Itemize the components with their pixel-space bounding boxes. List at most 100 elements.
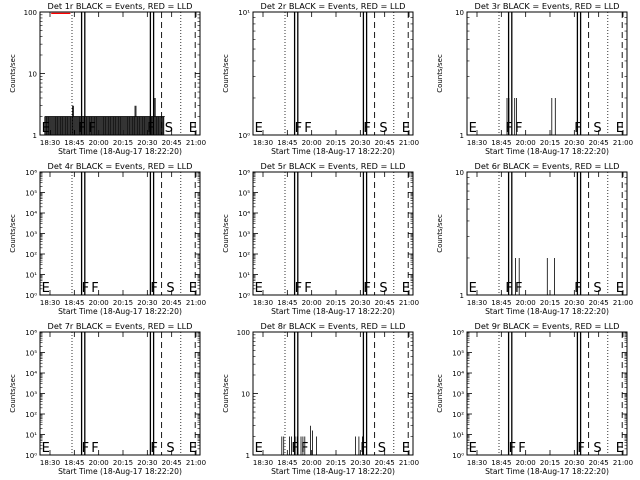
plot-frame [39,171,201,296]
y-tick-label: 10² [238,251,250,259]
marker-letter-f: F [150,281,157,296]
x-tick-label: 20:15 [540,459,560,467]
panel-title: Det 1r BLACK = Events, RED = LLD [48,1,193,11]
x-tick-label: 20:45 [162,299,182,307]
marker-letter-s: S [166,441,174,456]
marker-letter-e: E [255,281,263,296]
x-tick-label: 18:30 [253,459,273,467]
x-axis-label: Start Time (18-Aug-17 18:22:20) [271,147,395,156]
x-tick-label: 18:45 [491,299,511,307]
x-tick-label: 20:00 [302,299,322,307]
marker-letter-s: S [593,121,601,136]
plot-frame [252,11,414,136]
x-axis-label: Start Time (18-Aug-17 18:22:20) [58,467,182,476]
y-tick-label: 10⁵ [452,350,464,358]
x-tick-label: 18:30 [40,459,60,467]
y-tick-label: 10³ [452,391,464,399]
y-tick-label: 1 [460,132,464,140]
marker-letter-f: F [91,281,98,296]
marker-letter-f: F [518,441,525,456]
x-tick-label: 18:45 [277,299,297,307]
x-tick-label: 21:00 [399,139,419,147]
x-tick-label: 20:15 [113,459,133,467]
y-tick-label: 10 [28,71,37,79]
y-axis-label: Counts/sec [9,214,17,253]
marker-letter-f: F [88,121,95,136]
plot-frame [252,331,414,456]
marker-letter-e: E [42,121,50,136]
x-tick-label: 18:45 [64,139,84,147]
x-axis-label: Start Time (18-Aug-17 18:22:20) [58,147,182,156]
y-axis-label: Counts/sec [436,54,444,93]
y-tick-label: 1 [246,452,250,460]
x-tick-label: 20:45 [589,139,609,147]
marker-letter-f: F [78,121,85,136]
marker-letter-f: F [295,121,302,136]
panel-title: Det 3r BLACK = Events, RED = LLD [475,1,620,11]
x-tick-label: 20:30 [137,459,157,467]
y-tick-label: 1 [460,292,464,300]
y-axis-label: Counts/sec [436,214,444,253]
y-tick-label: 10³ [238,231,250,239]
y-tick-label: 10¹ [452,432,464,440]
marker-letter-f: F [363,281,370,296]
marker-letter-e: E [189,281,197,296]
y-tick-label: 100 [237,329,250,337]
marker-letter-s: S [593,441,601,456]
y-tick-label: 10 [241,391,250,399]
y-tick-label: 10⁶ [452,329,464,337]
events-series [508,258,555,295]
y-axis-label: Counts/sec [222,54,230,93]
y-tick-label: 10² [452,411,464,419]
panel-title: Det 9r BLACK = Events, RED = LLD [475,321,620,331]
x-tick-label: 21:00 [613,299,633,307]
marker-letter-f: F [301,441,308,456]
marker-letter-f: F [574,121,581,136]
x-tick-label: 21:00 [613,459,633,467]
x-tick-label: 20:30 [564,299,584,307]
marker-letter-f: F [82,281,89,296]
y-tick-label: 10² [25,251,37,259]
y-axis-label: Counts/sec [9,54,17,93]
marker-letter-e: E [189,121,197,136]
y-tick-label: 10⁴ [25,210,37,218]
panel-title: Det 4r BLACK = Events, RED = LLD [48,161,193,171]
x-tick-label: 18:30 [253,299,273,307]
panel-title: Det 5r BLACK = Events, RED = LLD [261,161,406,171]
y-tick-label: 10⁰ [238,292,250,300]
x-tick-label: 18:30 [467,299,487,307]
panel-title: Det 2r BLACK = Events, RED = LLD [261,1,406,11]
x-tick-label: 18:30 [253,139,273,147]
y-axis-label: Counts/sec [9,374,17,413]
x-tick-label: 20:45 [589,459,609,467]
marker-letter-e: E [616,121,624,136]
x-tick-label: 18:30 [467,139,487,147]
x-tick-label: 20:45 [589,299,609,307]
x-tick-label: 21:00 [399,299,419,307]
x-tick-label: 20:15 [540,139,560,147]
y-tick-label: 10⁶ [238,169,250,177]
marker-letter-f: F [515,281,522,296]
marker-letter-f: F [574,281,581,296]
x-tick-label: 20:45 [375,299,395,307]
x-tick-label: 20:15 [326,139,346,147]
marker-letter-f: F [82,441,89,456]
x-tick-label: 18:45 [491,139,511,147]
x-axis-label: Start Time (18-Aug-17 18:22:20) [485,467,609,476]
events-series [44,98,165,135]
marker-letter-f: F [505,281,512,296]
y-tick-label: 10 [455,9,464,17]
marker-letter-e: E [469,281,477,296]
y-tick-label: 10⁰ [25,452,37,460]
y-tick-label: 10² [25,411,37,419]
marker-letter-f: F [295,281,302,296]
marker-letter-s: S [379,281,387,296]
y-tick-label: 10³ [25,231,37,239]
plot-frame [466,11,628,136]
marker-letter-f: F [505,121,512,136]
